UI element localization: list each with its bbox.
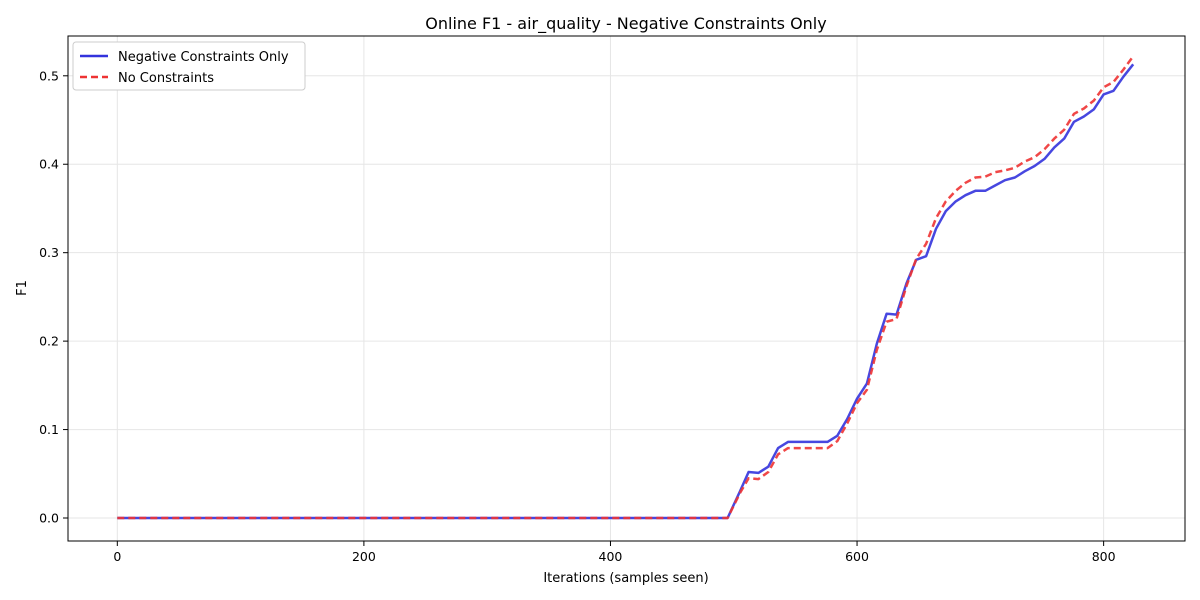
y-tick-label: 0.3: [39, 245, 59, 260]
y-axis: 0.0 0.1 0.2 0.3 0.4 0.5: [39, 68, 68, 526]
series-line-negative-constraints: [117, 63, 1135, 520]
x-axis: 0 200 400 600 800: [113, 541, 1116, 564]
plot-frame: [67, 35, 1186, 542]
legend-label-no-constraints: No Constraints: [118, 71, 214, 86]
legend-label-negative-constraints: Negative Constraints Only: [118, 50, 289, 65]
y-tick-label: 0.4: [39, 157, 59, 172]
series-layer: [117, 55, 1135, 520]
grid: [68, 36, 1185, 541]
y-tick-label: 0.1: [39, 422, 59, 437]
y-axis-label: F1: [15, 280, 30, 296]
legend-box: [72, 41, 306, 91]
x-tick-label: 0: [113, 549, 121, 564]
y-tick-label: 0.2: [39, 334, 59, 349]
x-tick-label: 400: [599, 549, 623, 564]
series-line-no-constraints: [117, 55, 1135, 520]
y-tick-label: 0.5: [39, 68, 59, 83]
x-axis-label: Iterations (samples seen): [543, 571, 708, 586]
x-tick-label: 200: [352, 549, 376, 564]
y-tick-label: 0.0: [39, 511, 59, 526]
x-tick-label: 800: [1092, 549, 1116, 564]
chart-title: Online F1 - air_quality - Negative Const…: [425, 14, 826, 34]
legend: Negative Constraints Only No Constraints: [72, 41, 306, 91]
x-tick-label: 600: [845, 549, 869, 564]
